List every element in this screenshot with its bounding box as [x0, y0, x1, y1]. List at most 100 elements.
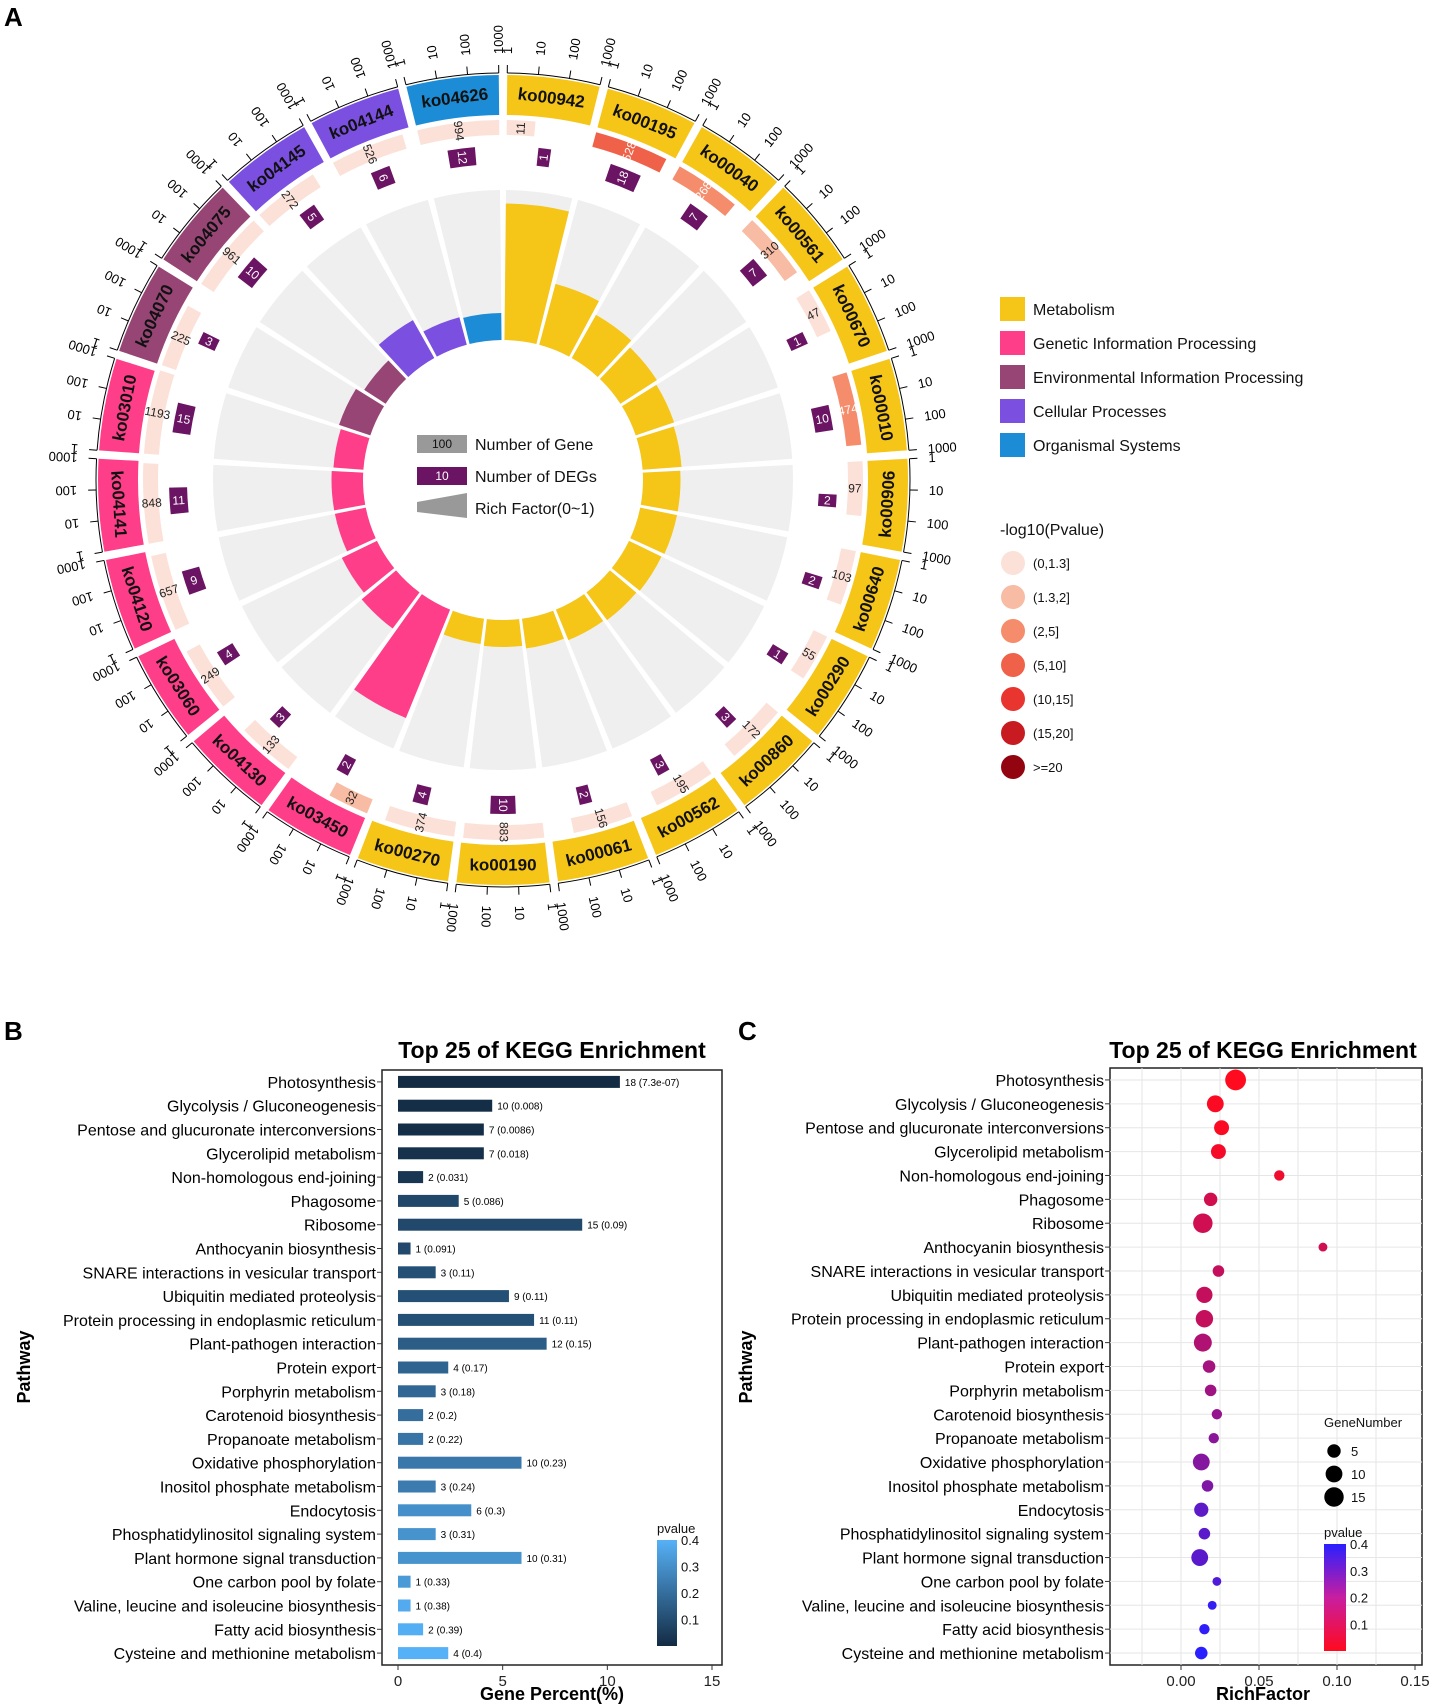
gene-number-bar: [832, 372, 862, 447]
bar-data-label: 3 (0.11): [441, 1268, 475, 1279]
rich-factor-bar: [339, 388, 385, 436]
bubble-category-label: Glycolysis / Gluconeogenesis: [895, 1097, 1104, 1114]
gene-number-label: 55: [800, 645, 819, 664]
scale-tick: [161, 710, 169, 717]
category-legend-label: Organismal Systems: [1033, 438, 1181, 455]
gene-number-label: 11: [513, 122, 528, 135]
scale-tick: [298, 118, 304, 126]
scale-tick: [637, 88, 642, 97]
gene-number-bar: [650, 761, 712, 806]
gene-number-label: 47: [804, 305, 823, 324]
gene-number-label: 474: [837, 401, 860, 419]
bar-category-label: Photosynthesis: [267, 1075, 376, 1092]
gene-number-bar: [385, 805, 457, 837]
gene-number-legend-dot: [1324, 1487, 1344, 1507]
bar: [398, 1242, 411, 1255]
pathway-sector-ko03010: [99, 358, 155, 454]
scale-tick: [826, 227, 833, 234]
scale-tick: [173, 227, 180, 234]
rich-factor-bar: [334, 507, 376, 552]
scale-tick-label: 100: [478, 905, 494, 927]
bar-data-label: 6 (0.3): [476, 1506, 505, 1517]
bubble-point: [1198, 1527, 1211, 1540]
scale-tick-label: 10: [637, 62, 656, 81]
rich-factor-background: [365, 199, 467, 357]
deg-number-bar: [336, 753, 357, 776]
bar: [398, 1623, 424, 1636]
bubble-point: [1195, 1310, 1214, 1328]
scale-tick-label: 10: [403, 895, 421, 912]
scale-tick-label: 1: [162, 742, 177, 758]
scale-tick: [434, 70, 438, 79]
scale-tick-label: 100: [112, 688, 138, 712]
scale-tick-label: 10: [149, 207, 170, 228]
gene-number-legend-label: 10: [1351, 1467, 1365, 1482]
gene-number-bar: [570, 802, 633, 833]
bubble-y-axis-title: Pathway: [736, 1330, 756, 1403]
scale-tick-label: 1: [70, 441, 78, 456]
category-legend-swatch: [1000, 297, 1025, 321]
scale-tick: [89, 449, 98, 451]
bubble-category-label: Non-homologous end-joining: [899, 1168, 1104, 1185]
bar-category-label: Ubiquitin mediated proteolysis: [163, 1289, 376, 1306]
gene-number-label: 97: [848, 481, 862, 495]
scale-tick-label: 100: [586, 895, 605, 919]
pvalue-legend-dot: [1001, 653, 1025, 677]
bar-category-label: Glycerolipid metabolism: [206, 1146, 376, 1163]
scale-tick: [907, 520, 916, 523]
bubble-category-label: Protein export: [1004, 1360, 1104, 1377]
bubble-chart: Top 25 of KEGG Enrichment Photosynthesis G…: [736, 1037, 1430, 1704]
pvalue-legend-title: -log10(Pvalue): [1000, 522, 1104, 539]
bar-data-label: 3 (0.18): [441, 1387, 475, 1398]
scale-tick: [745, 806, 751, 814]
scale-axis-line: [103, 560, 134, 650]
scale-tick-label: 10: [716, 841, 736, 861]
rich-factor-background: [399, 610, 484, 768]
scale-tick-label: 10: [916, 374, 933, 392]
scale-tick-label: 1000: [443, 902, 461, 932]
scale-axis-line: [116, 265, 158, 351]
bar-y-axis-title: Pathway: [14, 1330, 34, 1403]
gene-number-legend-label: 5: [1351, 1444, 1358, 1459]
scale-tick-label: 100: [923, 406, 947, 424]
bubble-point: [1204, 1384, 1217, 1397]
bar-data-label: 3 (0.31): [441, 1530, 475, 1541]
bar-data-label: 10 (0.23): [527, 1459, 567, 1470]
scale-tick: [113, 620, 122, 624]
pathway-sector-ko00061: [552, 820, 649, 882]
scale-tick: [230, 786, 237, 794]
deg-number-label: 11: [172, 493, 186, 508]
deg-number-label: 6: [376, 172, 392, 184]
rich-factor-background: [522, 610, 607, 768]
bar: [398, 1432, 424, 1445]
bar-category-label: Anthocyanin biosynthesis: [195, 1242, 376, 1259]
bubble-category-label: Plant-pathogen interaction: [917, 1336, 1104, 1353]
pvalue-legend-label: (1.3,2]: [1033, 590, 1070, 605]
scale-tick: [180, 735, 188, 742]
bubble-colorbar-tick: 0.4: [1350, 1537, 1368, 1552]
bubble-point: [1196, 1286, 1213, 1303]
bubble-category-label: Pentose and glucuronate interconversions: [805, 1121, 1104, 1138]
bubble-category-label: Valine, leucine and isoleucine biosynthe…: [802, 1598, 1104, 1615]
pathway-sector-ko00942: [506, 75, 600, 126]
scale-tick: [618, 869, 623, 878]
gene-number-bar: [724, 702, 778, 756]
gene-number-label: 848: [141, 495, 162, 510]
bar: [398, 1313, 535, 1326]
gene-number-bar: [151, 552, 190, 630]
scale-tick: [255, 806, 261, 814]
scale-tick: [778, 174, 785, 181]
bubble-colorbar-tick: 0.1: [1350, 1617, 1368, 1632]
bubble-point: [1201, 1480, 1214, 1492]
deg-number-bar: [766, 644, 789, 665]
bubble-category-label: Propanoate metabolism: [935, 1431, 1104, 1448]
scale-tick: [364, 88, 369, 97]
scale-tick: [454, 884, 457, 893]
bar-data-label: 7 (0.0086): [489, 1126, 535, 1137]
bubble-category-label: Endocytosis: [1018, 1503, 1104, 1520]
pathway-id-label: ko04141: [107, 470, 130, 538]
scale-tick-label: 100: [164, 176, 190, 202]
scale-axis-line: [784, 185, 845, 259]
bubble-category-label: Ribosome: [1032, 1216, 1104, 1233]
